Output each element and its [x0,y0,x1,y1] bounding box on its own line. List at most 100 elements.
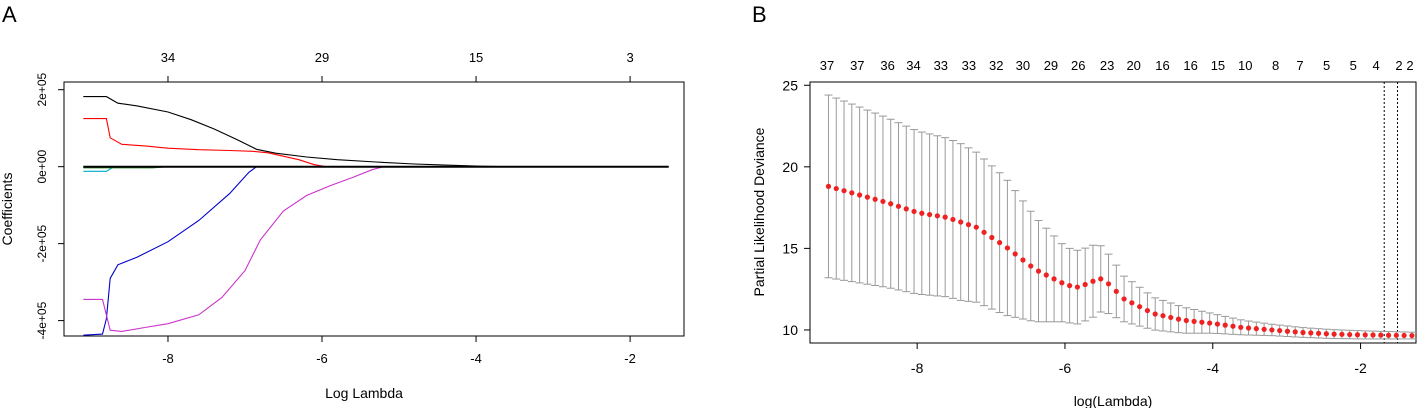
y-axis-label: Coefficients [0,173,15,246]
axis-ticks: -8 -6 -4 -2 2e+05 0e+00 -2e+05 -4e+05 34 29 15 3 [35,50,636,366]
top-tick-label: 23 [1100,58,1114,73]
top-tick-label: 5 [1350,58,1357,73]
coefficient-path [83,166,669,332]
deviance-point [965,222,972,228]
top-tick-label: 15 [1211,58,1225,73]
deviance-point [1315,330,1322,336]
x-tick-label: -8 [911,360,924,376]
deviance-point [1067,283,1073,289]
deviance-point [1284,328,1291,334]
x-axis-label: log(Lambda) [1074,393,1153,408]
deviance-point [1020,257,1026,263]
y-axis-label: Partial Likelihood Deviance [751,127,767,296]
deviance-point [1113,288,1119,295]
deviance-point [849,190,855,196]
top-tick-label: 8 [1272,58,1279,73]
deviance-point [1347,331,1353,338]
lambda-reference-lines [1383,82,1399,343]
coefficient-path [83,166,669,336]
deviance-point [903,206,909,212]
deviance-point [1253,326,1259,332]
deviance-point [1385,332,1392,338]
deviance-point [1261,326,1267,332]
deviance-point [950,216,956,223]
deviance-point [1238,324,1244,330]
deviance-point [1214,321,1221,327]
deviance-point [1074,284,1081,290]
error-bars [824,94,1417,340]
deviance-point [1222,322,1228,328]
deviance-point [1308,330,1314,336]
top-tick-label: 37 [820,58,834,73]
coefficient-path [83,96,669,168]
deviance-point [934,213,940,219]
top-tick-label: 30 [1016,58,1030,73]
x-tick-label: -2 [624,351,636,366]
x-tick-label: -4 [1207,360,1220,376]
top-tick-label: 37 [850,58,864,73]
deviance-point [911,208,917,215]
top-tick-label: 10 [1238,58,1252,73]
lasso-coefficient-panel: -8 -6 -4 -2 2e+05 0e+00 -2e+05 -4e+05 34 29 15 3 Lo… [0,50,685,401]
deviance-point [1269,327,1275,333]
deviance-point [833,185,839,192]
deviance-point [942,214,948,220]
y-tick-label: 10 [782,322,798,338]
panel-b-label: B [752,2,767,27]
deviance-point [1207,320,1213,326]
deviance-point [1331,331,1337,337]
deviance-point [1183,317,1189,324]
deviance-point [1121,296,1127,302]
deviance-point [958,219,964,225]
plot-frame [809,81,1417,344]
deviance-point [1129,300,1135,306]
deviance-point [1090,278,1096,284]
deviance-point [1168,314,1174,321]
deviance-point [1378,332,1384,338]
deviance-point [1354,332,1361,338]
deviance-point [1144,307,1151,314]
deviance-point [872,196,878,202]
top-tick-label: 33 [962,58,976,73]
deviance-point [1277,327,1283,334]
x-tick-label: -8 [162,351,174,366]
deviance-point [1098,276,1104,282]
deviance-point [856,192,863,198]
deviance-point [888,201,894,207]
top-tick-label: 34 [906,58,920,73]
y-tick-label: 15 [782,240,798,256]
deviance-point [1245,325,1252,331]
deviance-point [1409,332,1415,339]
y-tick-label: 0e+00 [35,149,49,183]
y-tick-label: 2e+05 [35,73,49,107]
deviance-point [1137,304,1143,310]
deviance-point [1051,276,1057,282]
top-tick-label: 20 [1126,58,1140,73]
deviance-point [1035,268,1042,274]
x-tick-label: -4 [470,351,482,366]
deviance-point [981,229,987,235]
plot-frame [63,81,685,337]
deviance-point [1230,323,1236,329]
deviance-point [895,203,902,209]
deviance-points [825,183,1415,339]
deviance-point [927,211,933,218]
top-tick-label: 33 [934,58,948,73]
coefficient-paths [83,96,669,336]
deviance-point [1401,332,1407,339]
deviance-point [880,198,886,205]
top-tick-label: 16 [1155,58,1169,73]
top-tick-label: 5 [1323,58,1330,73]
deviance-point [1012,251,1018,257]
deviance-point [1004,245,1010,251]
deviance-point [1105,281,1112,287]
top-tick-label: 32 [989,58,1003,73]
top-tick-label: 29 [1044,58,1058,73]
deviance-point [864,194,870,200]
top-tick-label: 15 [469,50,483,65]
top-tick-label: 4 [1372,58,1379,73]
x-tick-label: -6 [1059,360,1072,376]
